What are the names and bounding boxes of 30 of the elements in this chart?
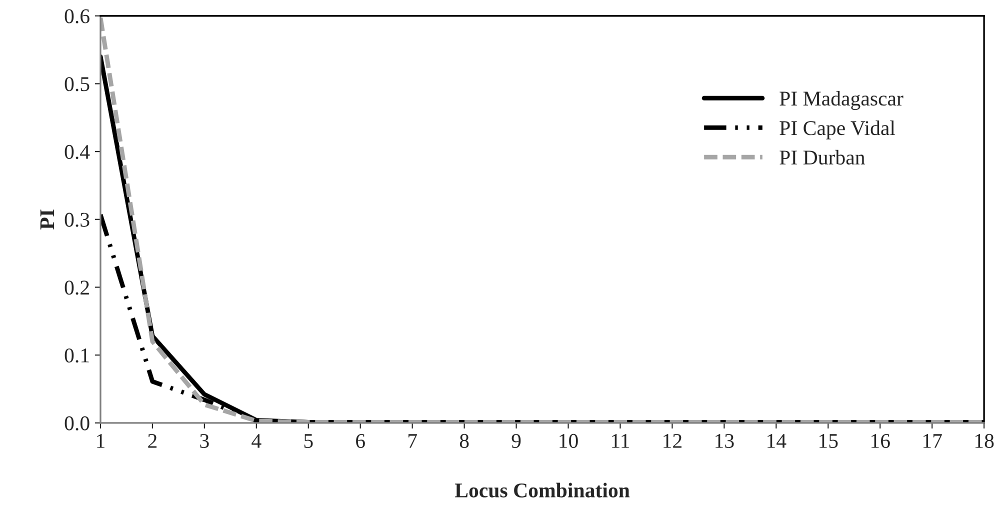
x-tick-label: 2 [148, 434, 157, 448]
x-tick-label: 12 [664, 434, 682, 448]
x-tick-label: 7 [408, 434, 417, 448]
x-tick-label: 18 [975, 434, 994, 448]
x-tick-label: 10 [560, 434, 578, 448]
x-tick-label: 16 [872, 434, 890, 448]
y-tick-label: 0.3 [64, 212, 90, 227]
x-tick-label: 1 [97, 434, 104, 448]
y-tick-label: 0.5 [64, 77, 90, 92]
x-tick-label: 11 [612, 434, 630, 448]
x-tick-label: 13 [716, 434, 734, 448]
y-axis-title: PI [40, 210, 54, 230]
y-tick-label: 0.6 [64, 9, 90, 24]
y-tick-label: 0.1 [64, 348, 89, 363]
y-tick-label: 0.0 [64, 416, 90, 430]
x-tick-label: 4 [252, 434, 262, 448]
x-axis-title: Locus Combination [454, 482, 630, 498]
x-tick-label: 9 [512, 434, 521, 448]
x-tick-label: 17 [923, 434, 942, 448]
x-tick-label: 8 [460, 434, 469, 448]
x-tick-label: 15 [820, 434, 838, 448]
x-tick-label: 3 [200, 434, 209, 448]
y-tick-label: 0.2 [64, 280, 89, 295]
x-tick-label: 6 [356, 434, 365, 448]
x-tick-label: 14 [768, 434, 786, 448]
legend-label: PI Durban [780, 150, 865, 165]
legend-label: PI Madagascar [780, 90, 904, 110]
y-tick-label: 0.4 [64, 144, 90, 160]
legend-label: PI Cape Vidal [780, 120, 896, 140]
x-tick-label: 5 [304, 434, 313, 448]
